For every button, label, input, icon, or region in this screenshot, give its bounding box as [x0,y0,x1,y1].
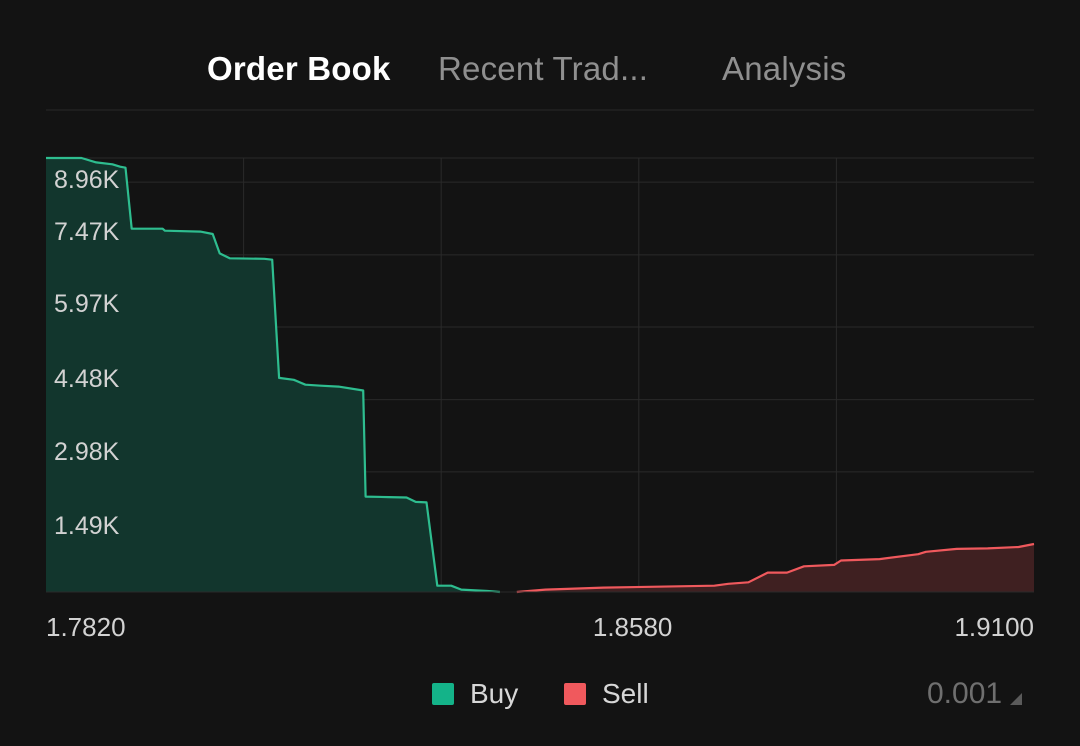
sell-swatch [564,683,586,705]
tab-analysis[interactable]: Analysis [722,50,847,87]
y-tick-label: 8.96K [54,166,120,194]
legend-item-buy[interactable]: Buy [432,678,518,710]
tab-bar: Order Book Recent Trad... Analysis [0,44,1080,94]
precision-value: 0.001 [927,677,1003,710]
y-tick-label: 7.47K [54,218,120,246]
tab-recent-trades[interactable]: Recent Trad... [438,50,649,87]
buy-swatch [432,683,454,705]
precision-selector[interactable]: 0.001 [927,674,1023,714]
y-tick-label: 5.97K [54,290,120,318]
legend-label-buy: Buy [470,678,519,709]
x-tick-label: 1.7820 [46,612,126,642]
x-tick-label: 1.9100 [954,612,1034,642]
y-tick-label: 4.48K [54,365,120,393]
y-tick-label: 1.49K [54,512,120,540]
x-tick-label: 1.8580 [593,612,673,642]
tab-order-book[interactable]: Order Book [207,50,391,87]
chart-legend: Buy Sell [0,674,1080,714]
corner-triangle-icon [1010,693,1023,705]
legend-item-sell[interactable]: Sell [564,678,649,710]
buy-depth-area [46,158,500,592]
legend-label-sell: Sell [602,678,649,709]
sell-depth-area [516,544,1034,592]
y-tick-label: 2.98K [54,438,120,466]
buy-depth-line [46,156,500,594]
sell-depth-line [516,542,1035,594]
